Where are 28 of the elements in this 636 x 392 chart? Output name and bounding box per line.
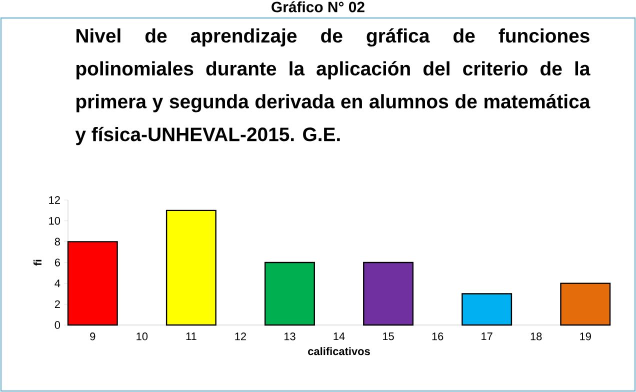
x-tick-label: 16 bbox=[432, 332, 444, 340]
x-tick-label: 14 bbox=[334, 332, 345, 340]
x-tick-label: 9 bbox=[90, 332, 96, 340]
x-tick-label: 19 bbox=[580, 332, 591, 340]
bar bbox=[166, 210, 216, 326]
x-tick-label: 10 bbox=[136, 332, 148, 340]
x-tick-label: 11 bbox=[186, 332, 196, 340]
bar bbox=[560, 282, 611, 326]
chart-title: Nivel de aprendizaje de gráfica de funciones polinomiales durante la aplicación del criterio de la primera y segunda derivada en alumnos de matemática y física-UNHEVAL-2015. G.E. bbox=[75, 28, 590, 146]
y-tick-label: 10 bbox=[49, 216, 60, 225]
y-tick-label: 12 bbox=[49, 196, 60, 204]
x-tick-label: 17 bbox=[482, 332, 492, 340]
text: Gráfico N° 02 bbox=[272, 1, 364, 12]
x-tick-label: 13 bbox=[284, 332, 296, 340]
y-tick-label: 0 bbox=[54, 321, 60, 329]
bar bbox=[67, 241, 118, 326]
bar bbox=[462, 293, 512, 326]
y-tick-label: 6 bbox=[54, 258, 60, 266]
bar bbox=[264, 262, 315, 326]
x-tick-label: 12 bbox=[235, 332, 246, 340]
x-tick-label: 15 bbox=[383, 332, 394, 340]
bar bbox=[363, 262, 414, 326]
x-tick-label: 18 bbox=[530, 332, 542, 340]
y-tick-label: 2 bbox=[54, 300, 60, 308]
y-tick-label: 8 bbox=[54, 238, 60, 246]
y-axis-title: fi bbox=[34, 260, 42, 266]
x-axis-title: calificativos bbox=[308, 347, 370, 356]
y-tick-label: 4 bbox=[54, 280, 60, 288]
